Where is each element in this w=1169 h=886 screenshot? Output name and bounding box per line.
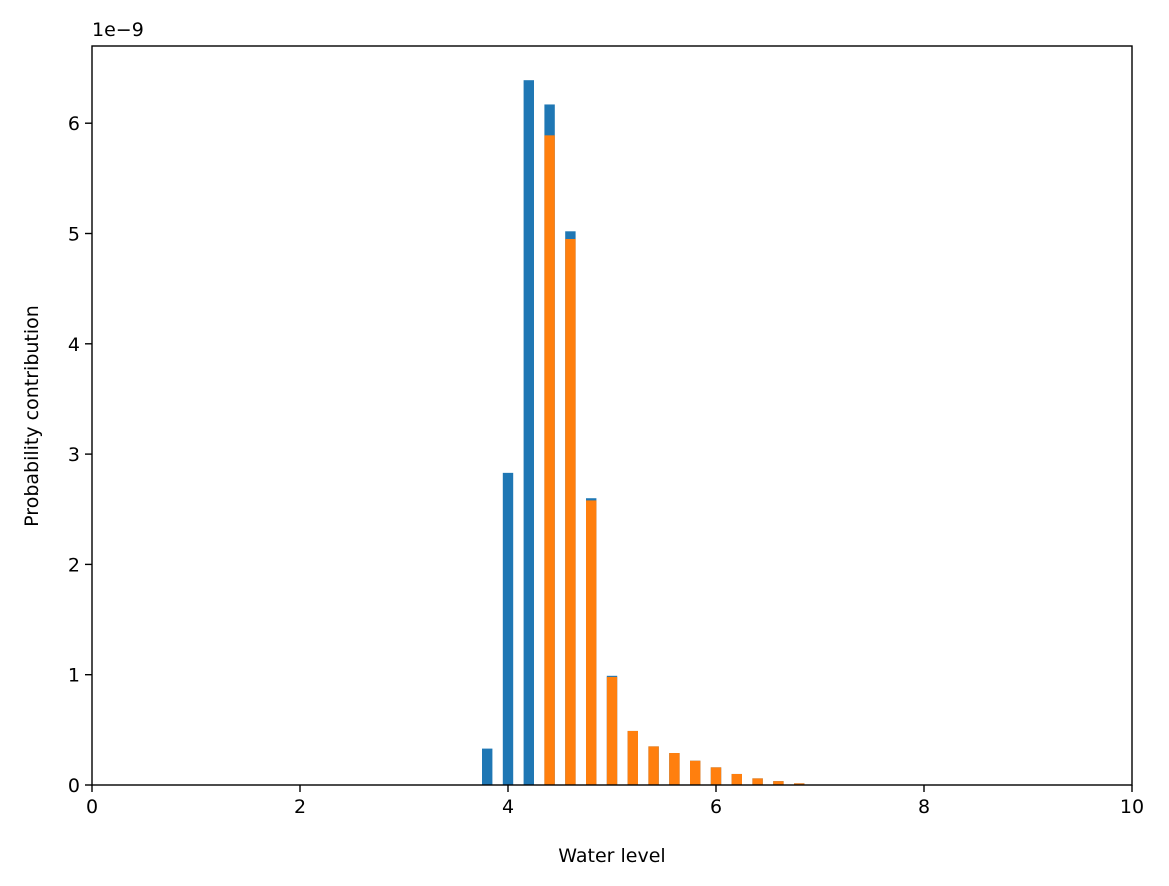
bar-series-1-0 [482, 748, 493, 785]
y-tick-label: 6 [68, 113, 80, 135]
y-tick-label: 3 [68, 444, 80, 466]
x-tick-label: 2 [294, 796, 306, 818]
x-tick-label: 0 [86, 796, 98, 818]
bar-series-2-4 [627, 730, 638, 785]
x-tick-label: 4 [502, 796, 514, 818]
y-tick-label: 0 [68, 775, 80, 797]
bar-series-2-2 [586, 500, 597, 785]
y-offset-label: 1e−9 [92, 19, 144, 41]
bar-series-2-12 [794, 783, 805, 785]
x-axis-label: Water level [558, 845, 665, 867]
bar-series-2-10 [752, 778, 763, 785]
y-tick-label: 2 [68, 554, 80, 576]
x-tick-label: 8 [918, 796, 930, 818]
bars-group [482, 80, 805, 786]
x-axis-ticks: 0 2 4 6 8 10 [86, 785, 1144, 818]
bar-series-1-1 [502, 472, 514, 785]
bar-series-2-3 [606, 676, 618, 785]
bar-series-2-0 [544, 135, 555, 785]
bar-series-2-1 [565, 239, 576, 785]
y-axis-label: Probability contribution [21, 305, 43, 527]
bar-series-2-11 [773, 781, 784, 785]
y-tick-label: 1 [68, 665, 80, 687]
x-tick-label: 6 [710, 796, 722, 818]
bar-series-1-2 [523, 80, 534, 786]
x-tick-label: 10 [1120, 796, 1144, 818]
y-axis-ticks: 0 1 2 3 4 5 6 [68, 113, 92, 797]
y-tick-label: 5 [68, 224, 80, 246]
bar-series-2-9 [731, 773, 742, 785]
y-tick-label: 4 [68, 334, 80, 356]
bar-series-2-8 [710, 767, 722, 785]
bar-series-2-7 [690, 760, 701, 785]
bar-series-2-5 [648, 746, 659, 785]
plot-frame [91, 45, 1133, 786]
bar-series-2-6 [669, 753, 680, 785]
